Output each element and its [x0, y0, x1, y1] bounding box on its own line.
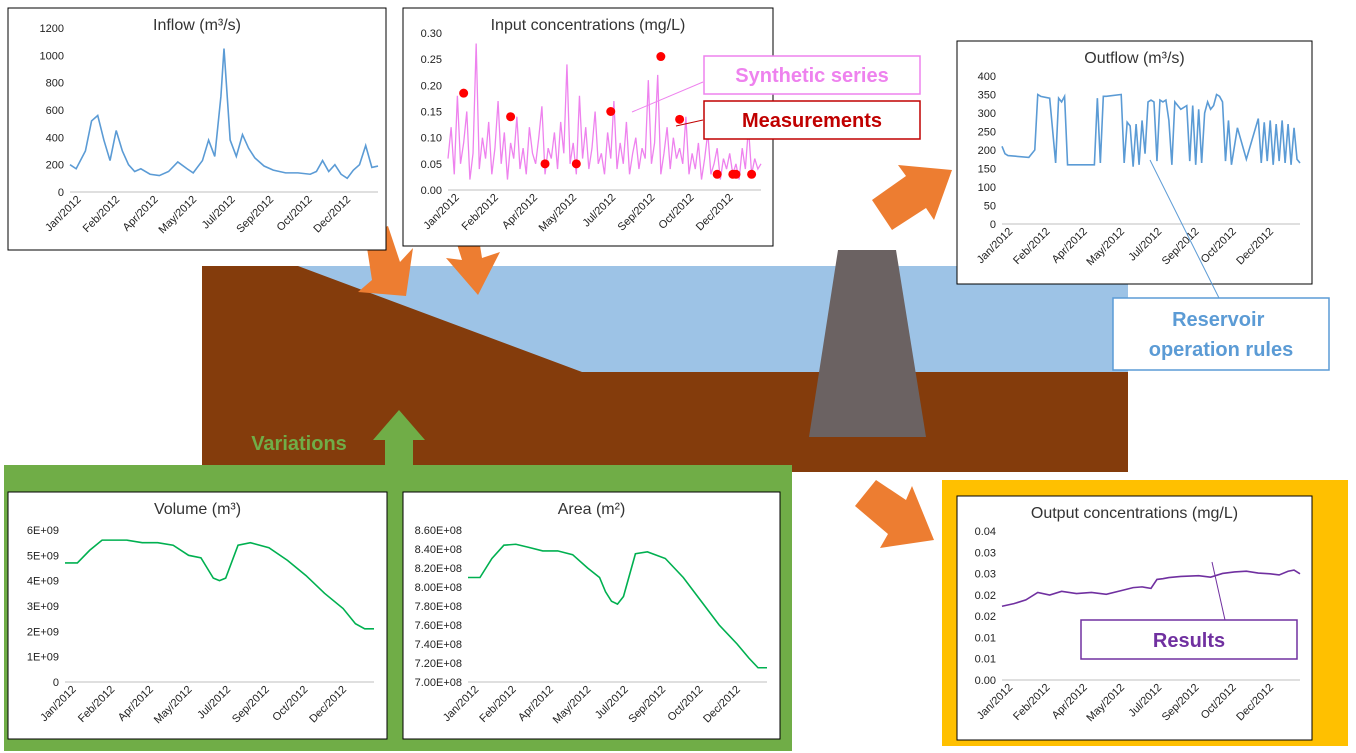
input-y-tick-label: 0.30	[421, 28, 442, 40]
input-y-tick-label: 0.15	[421, 107, 442, 119]
reservoir-rules-label: Reservoir operation rules	[1149, 309, 1293, 361]
outflow-y-tick-label: 400	[978, 71, 996, 83]
area-series-line	[468, 543, 767, 669]
synthetic-label-box	[703, 55, 921, 95]
downstream-bed	[898, 408, 1128, 472]
area-y-tick-label: 8.20E+08	[415, 563, 462, 575]
output-series-line	[1001, 569, 1301, 608]
outflow-y-tick-label: 250	[978, 127, 996, 139]
output-y-tick-label: 0.01	[975, 654, 996, 666]
results-connector	[1211, 561, 1226, 621]
results-label: Results	[1153, 630, 1225, 652]
arrow-outflow	[872, 165, 952, 230]
inflow-y-tick-label: 0	[58, 187, 64, 199]
output-y-tick-label: 0.02	[975, 611, 996, 623]
output-y-tick-label: 0.03	[975, 569, 996, 581]
input-y-tick-label: 0.05	[421, 159, 442, 171]
input-measurement-point	[747, 169, 757, 179]
area-y-tick-label: 7.00E+08	[415, 677, 462, 689]
area-chart-frame	[402, 491, 781, 740]
synthetic-connector	[631, 81, 704, 113]
arrow-output	[855, 480, 934, 548]
arrow-variations	[373, 410, 425, 465]
volume-y-tick-label: 4E+09	[27, 576, 59, 588]
output-concentrations-chart: Output concentrations (mg/L) 0.00 0.01 0.01…	[956, 495, 1313, 741]
volume-y-tick-label: 2E+09	[27, 626, 59, 638]
outflow-y-tick-label: 0	[990, 219, 996, 231]
area-y-tick-label: 7.60E+08	[415, 620, 462, 632]
output-chart-frame	[956, 495, 1313, 741]
rules-connector	[1149, 159, 1221, 301]
outflow-y-tick-label: 350	[978, 90, 996, 102]
area-y-tick-label: 7.40E+08	[415, 639, 462, 651]
input-y-tick-label: 0.25	[421, 54, 442, 66]
outflow-chart-frame	[956, 40, 1313, 285]
output-y-tick-label: 0.04	[975, 526, 996, 538]
measurement-connector	[675, 119, 704, 127]
inflow-chart-frame	[7, 7, 387, 251]
inflow-y-tick-label: 1200	[40, 23, 64, 35]
output-y-tick-label: 0.00	[975, 675, 996, 687]
area-chart: Area (m²) 7.00E+08 7.20E+08 7.40E+08 7.60E+0…	[402, 491, 781, 740]
volume-chart-frame	[7, 491, 388, 740]
area-y-tick-label: 7.20E+08	[415, 658, 462, 670]
volume-chart: Volume (m³) 0 1E+09 2E+09 3E+09 4E+09 5E+09 6E+…	[7, 491, 388, 740]
input-y-tick-label: 0.10	[421, 133, 442, 145]
inflow-y-tick-label: 400	[46, 132, 64, 144]
volume-series-line	[65, 539, 374, 630]
input-measurement-point	[506, 112, 516, 122]
inflow-y-tick-label: 1000	[40, 50, 64, 62]
inflow-chart-title: Inflow (m³/s)	[153, 17, 241, 34]
area-y-tick-label: 8.40E+08	[415, 544, 462, 556]
variations-label: Variations	[251, 433, 347, 455]
volume-y-tick-label: 1E+09	[27, 652, 59, 664]
output-chart-title: Output concentrations (mg/L)	[1031, 505, 1238, 522]
input-measurement-point	[712, 169, 722, 179]
volume-chart-title: Volume (m³)	[154, 501, 241, 518]
area-y-tick-label: 8.00E+08	[415, 582, 462, 594]
area-chart-title: Area (m²)	[558, 501, 626, 518]
inflow-y-tick-label: 600	[46, 105, 64, 117]
input-chart-title: Input concentrations (mg/L)	[491, 17, 686, 34]
input-y-tick-label: 0.20	[421, 80, 442, 92]
volume-y-tick-label: 0	[53, 677, 59, 689]
outflow-series-line	[1001, 93, 1301, 167]
input-measurement-point	[459, 88, 469, 98]
input-measurement-point	[731, 169, 741, 179]
area-y-tick-label: 7.80E+08	[415, 601, 462, 613]
measurements-label: Measurements	[742, 110, 882, 132]
inflow-chart: Inflow (m³/s)020040060080010001200Jan/20…	[7, 7, 387, 251]
results-label-box	[1080, 619, 1298, 660]
input-measurement-point	[571, 159, 581, 169]
volume-y-tick-label: 3E+09	[27, 601, 59, 613]
outflow-y-tick-label: 100	[978, 182, 996, 194]
volume-y-tick-label: 5E+09	[27, 550, 59, 562]
input-measurement-point	[540, 159, 550, 169]
outflow-chart-title: Outflow (m³/s)	[1084, 50, 1184, 67]
measurements-label-box	[703, 100, 921, 140]
outflow-y-tick-label: 150	[978, 164, 996, 176]
input-measurement-point	[656, 52, 666, 62]
output-y-tick-label: 0.01	[975, 632, 996, 644]
reservoir-rules-box	[1112, 297, 1330, 371]
outflow-y-tick-label: 50	[984, 201, 996, 213]
outflow-chart: Outflow (m³/s)050100150200250300350400Ja…	[956, 40, 1313, 285]
dam-structure	[809, 250, 926, 437]
inflow-series-line	[69, 48, 379, 180]
input-measurement-point	[606, 107, 616, 116]
input-y-tick-label: 0.00	[421, 185, 442, 197]
area-y-tick-label: 8.60E+08	[415, 525, 462, 537]
synthetic-label: Synthetic series	[735, 65, 888, 87]
outflow-y-tick-label: 300	[978, 108, 996, 120]
input-measurement-point	[675, 114, 685, 124]
inflow-y-tick-label: 200	[46, 160, 64, 172]
inflow-y-tick-label: 800	[46, 78, 64, 90]
input-synthetic-series-line	[447, 43, 762, 180]
output-y-tick-label: 0.03	[975, 547, 996, 559]
output-y-tick-label: 0.02	[975, 590, 996, 602]
volume-y-tick-label: 6E+09	[27, 525, 59, 537]
outflow-y-tick-label: 200	[978, 145, 996, 157]
